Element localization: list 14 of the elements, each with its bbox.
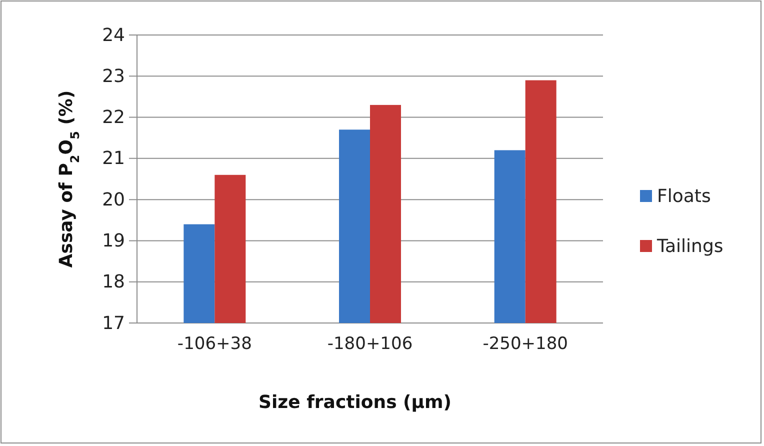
legend-label: Tailings — [656, 236, 724, 257]
y-tick-label: 19 — [102, 230, 125, 252]
legend-label: Floats — [657, 186, 711, 207]
y-tick-label: 18 — [102, 272, 125, 293]
y-tick-label: 21 — [102, 148, 125, 170]
y-tick-label: 20 — [102, 189, 125, 210]
y-tick-label: 23 — [102, 66, 125, 87]
x-axis-title: Size fractions (µm) — [258, 392, 452, 413]
x-tick-label: -180+106 — [327, 334, 413, 354]
y-tick-label: 24 — [102, 24, 125, 46]
x-tick-label: -106+38 — [177, 334, 252, 354]
y-tick-label: 22 — [102, 107, 125, 128]
y-tick-label: 17 — [102, 312, 125, 334]
x-tick-label: -250+180 — [482, 334, 568, 354]
